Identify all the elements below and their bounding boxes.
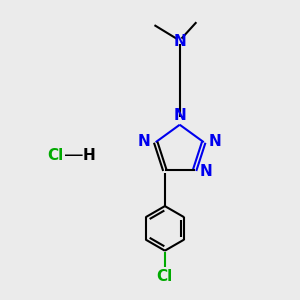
Text: Cl: Cl bbox=[157, 269, 173, 284]
Text: H: H bbox=[83, 148, 95, 164]
Text: —: — bbox=[64, 146, 84, 165]
Text: N: N bbox=[173, 108, 186, 123]
Text: N: N bbox=[173, 34, 186, 49]
Text: Cl: Cl bbox=[47, 148, 63, 164]
Text: N: N bbox=[209, 134, 222, 148]
Text: N: N bbox=[138, 134, 150, 148]
Text: N: N bbox=[200, 164, 213, 178]
